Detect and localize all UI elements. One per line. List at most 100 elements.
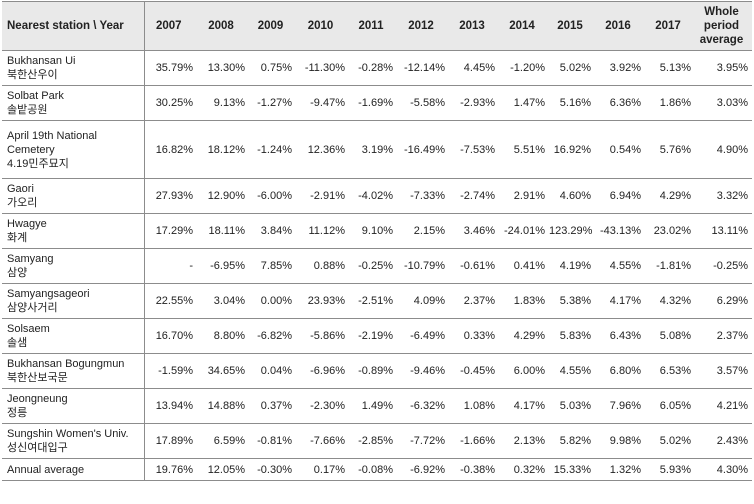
table-row: Bukhansan Ui 북한산우이 35.79% 13.30% 0.75% -11.30… xyxy=(2,50,752,86)
station-name-korean: 북한산우이 xyxy=(7,69,58,81)
station-year-header: Nearest station \ Year xyxy=(2,1,145,51)
value-cell: 12.36% xyxy=(296,120,349,179)
average-value-cell: 6.29% xyxy=(695,283,752,319)
station-name-cell: Annual average xyxy=(2,458,145,481)
value-cell: 2.37% xyxy=(449,283,499,319)
value-cell: 12.05% xyxy=(197,458,249,481)
value-cell: 5.82% xyxy=(549,423,595,459)
average-value-cell: 4.90% xyxy=(695,120,752,179)
year-header-2007: 2007 xyxy=(144,1,197,51)
station-name-cell: Samyang 삼양 xyxy=(2,248,145,284)
value-cell: 15.33% xyxy=(549,458,595,481)
value-cell: 0.04% xyxy=(249,353,296,389)
value-cell: -2.30% xyxy=(296,388,349,424)
station-name-korean: 솔밭공원 xyxy=(7,104,48,116)
value-cell: -16.49% xyxy=(397,120,449,179)
year-header-2010: 2010 xyxy=(296,1,349,51)
value-cell: 12.90% xyxy=(197,178,249,214)
value-cell: 5.08% xyxy=(645,318,695,354)
value-cell: 0.37% xyxy=(249,388,296,424)
whole-period-average-header: Whole period average xyxy=(695,1,752,51)
value-cell: 4.45% xyxy=(449,50,499,86)
year-header-2017: 2017 xyxy=(645,1,695,51)
station-name-korean: 삼양사거리 xyxy=(7,302,58,314)
average-value-cell: 2.43% xyxy=(695,423,752,459)
value-cell: 0.88% xyxy=(296,248,349,284)
year-header-2011: 2011 xyxy=(349,1,397,51)
value-cell: -1.27% xyxy=(249,85,296,121)
value-cell: -0.25% xyxy=(349,248,397,284)
year-header-2014: 2014 xyxy=(499,1,549,51)
value-cell: 9.13% xyxy=(197,85,249,121)
station-name-cell: Gaori 가오리 xyxy=(2,178,145,214)
table-row: Gaori 가오리 27.93% 12.90% -6.00% -2.91% -4.02% -7… xyxy=(2,178,752,214)
station-name-english: Bukhansan Ui xyxy=(7,55,76,67)
station-name-cell: Solsaem 솔샘 xyxy=(2,318,145,354)
station-name-korean: 4.19민주묘지 xyxy=(7,157,69,170)
value-cell: 4.09% xyxy=(397,283,449,319)
value-cell: -7.53% xyxy=(449,120,499,179)
value-cell: 0.41% xyxy=(499,248,549,284)
value-cell: -7.66% xyxy=(296,423,349,459)
value-cell: -6.92% xyxy=(397,458,449,481)
value-cell: 23.02% xyxy=(645,213,695,249)
value-cell: 16.70% xyxy=(144,318,197,354)
value-cell: 9.98% xyxy=(595,423,645,459)
value-cell: -4.02% xyxy=(349,178,397,214)
value-cell: -1.24% xyxy=(249,120,296,179)
station-name-english: Samyangsageori xyxy=(7,288,90,300)
value-cell: 4.60% xyxy=(549,178,595,214)
value-cell: 9.10% xyxy=(349,213,397,249)
average-value-cell: 3.03% xyxy=(695,85,752,121)
value-cell: 2.13% xyxy=(499,423,549,459)
value-cell: 0.54% xyxy=(595,120,645,179)
value-cell: -1.59% xyxy=(144,353,197,389)
value-cell: 0.00% xyxy=(249,283,296,319)
average-value-cell: 2.37% xyxy=(695,318,752,354)
value-cell: - xyxy=(144,248,197,284)
value-cell: 0.32% xyxy=(499,458,549,481)
value-cell: 3.04% xyxy=(197,283,249,319)
station-name-cell: April 19th National Cemetery 4.19민주묘지 xyxy=(2,120,145,179)
value-cell: 5.51% xyxy=(499,120,549,179)
value-cell: -7.72% xyxy=(397,423,449,459)
station-name-cell: Sungshin Women's Univ. 성신여대입구 xyxy=(2,423,145,459)
table-row: Samyangsageori 삼양사거리 22.55% 3.04% 0.00% 23.93… xyxy=(2,283,752,319)
value-cell: 1.08% xyxy=(449,388,499,424)
station-name-english: Gaori xyxy=(7,183,34,195)
value-cell: 5.02% xyxy=(549,50,595,86)
average-value-cell: 13.11% xyxy=(695,213,752,249)
value-cell: 5.38% xyxy=(549,283,595,319)
station-name-cell: Bukhansan Bogungmun 북한산보국문 xyxy=(2,353,145,389)
value-cell: -0.30% xyxy=(249,458,296,481)
value-cell: 5.02% xyxy=(645,423,695,459)
average-value-cell: 3.32% xyxy=(695,178,752,214)
value-cell: -9.46% xyxy=(397,353,449,389)
value-cell: 16.82% xyxy=(144,120,197,179)
value-cell: 1.49% xyxy=(349,388,397,424)
station-name-cell: Bukhansan Ui 북한산우이 xyxy=(2,50,145,86)
value-cell: 4.55% xyxy=(549,353,595,389)
value-cell: -0.81% xyxy=(249,423,296,459)
value-cell: 1.86% xyxy=(645,85,695,121)
station-name-english: Annual average xyxy=(7,463,85,476)
value-cell: 0.75% xyxy=(249,50,296,86)
value-cell: -12.14% xyxy=(397,50,449,86)
year-header-2012: 2012 xyxy=(397,1,449,51)
station-name-english: Solsaem xyxy=(7,323,50,335)
value-cell: 13.94% xyxy=(144,388,197,424)
value-cell: 123.29% xyxy=(549,213,595,249)
year-header-2008: 2008 xyxy=(197,1,249,51)
station-name-korean: 화계 xyxy=(7,232,28,244)
value-cell: -2.19% xyxy=(349,318,397,354)
value-cell: 1.32% xyxy=(595,458,645,481)
value-cell: 7.85% xyxy=(249,248,296,284)
value-cell: -0.61% xyxy=(449,248,499,284)
station-name-english: Jeongneung xyxy=(7,393,68,405)
value-cell: 23.93% xyxy=(296,283,349,319)
value-cell: -5.58% xyxy=(397,85,449,121)
value-cell: 6.05% xyxy=(645,388,695,424)
value-cell: 6.00% xyxy=(499,353,549,389)
value-cell: -2.91% xyxy=(296,178,349,214)
value-cell: 6.43% xyxy=(595,318,645,354)
